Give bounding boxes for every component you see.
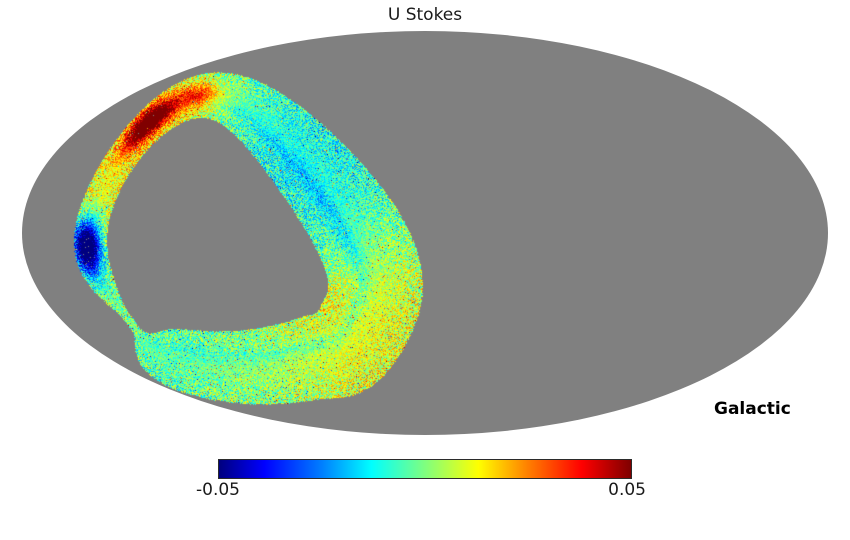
colorbar-tick-labels: -0.05 0.05	[196, 480, 646, 502]
sky-data-layer	[22, 31, 828, 435]
sky-map-projection	[22, 31, 828, 435]
coordinate-system-label: Galactic	[714, 399, 791, 419]
page-title: U Stokes	[387, 5, 463, 25]
colorbar: -0.05 0.05	[196, 459, 646, 502]
colorbar-gradient	[218, 459, 632, 479]
colorbar-min-label: -0.05	[196, 480, 240, 500]
colorbar-max-label: 0.05	[608, 480, 646, 500]
